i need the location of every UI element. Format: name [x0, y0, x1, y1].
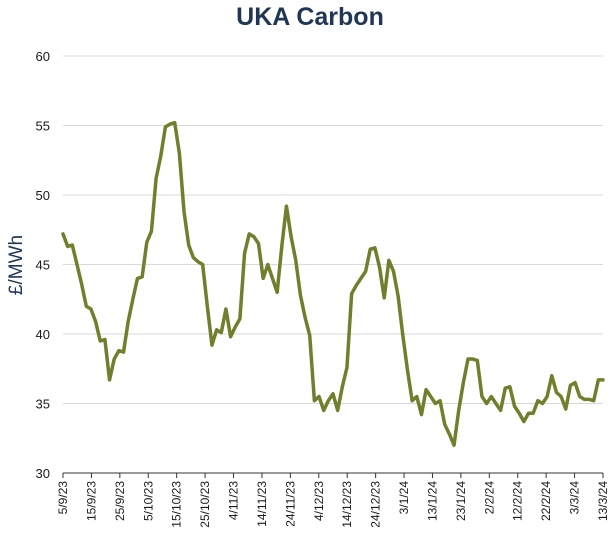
gridlines: [63, 55, 603, 404]
y-tick-label: 35: [36, 397, 50, 412]
x-tick-label: 24/11/23: [283, 481, 297, 527]
x-tick-label: 5/9/23: [56, 481, 70, 515]
x-tick-label: 12/2/24: [511, 481, 525, 521]
y-tick-label: 50: [36, 188, 50, 203]
x-tick-label: 3/1/24: [397, 481, 411, 515]
x-tick-label: 13/1/24: [425, 481, 439, 521]
y-tick-label: 55: [36, 119, 50, 134]
y-tick-label: 40: [36, 327, 50, 342]
x-tick-label: 22/2/24: [539, 481, 553, 521]
x-tick-label: 25/10/23: [198, 481, 212, 528]
y-tick-label: 60: [36, 49, 50, 64]
x-tick-label: 4/11/23: [227, 481, 241, 520]
x-tick-labels: 5/9/23 15/9/23 25/9/23 5/10/23 15/10/23 25/10…: [56, 473, 610, 528]
x-tick-label: 3/3/24: [568, 481, 582, 515]
y-tick-label: 45: [36, 258, 50, 273]
series-line: [61, 120, 605, 447]
x-tick-label: 23/1/24: [454, 481, 468, 521]
x-tick-label: 4/12/23: [312, 481, 326, 521]
x-tick-label: 24/12/23: [369, 481, 383, 528]
x-tick-label: 5/10/23: [141, 481, 155, 521]
x-tick-label: 14/12/23: [340, 481, 354, 528]
x-tick-label: 15/9/23: [84, 481, 98, 521]
chart-title: UKA Carbon: [236, 3, 384, 31]
y-tick-label: 30: [36, 466, 50, 481]
x-tick-label: 14/11/23: [255, 481, 269, 527]
x-tick-label: 2/2/24: [482, 481, 496, 515]
x-tick-label: 15/10/23: [170, 481, 184, 528]
x-tick-label: 25/9/23: [113, 481, 127, 521]
x-tick-label: 13/3/24: [596, 481, 610, 521]
y-axis-label: £/MWh: [6, 235, 27, 295]
y-tick-labels: 30 35 40 45 50 55 60: [36, 49, 50, 481]
